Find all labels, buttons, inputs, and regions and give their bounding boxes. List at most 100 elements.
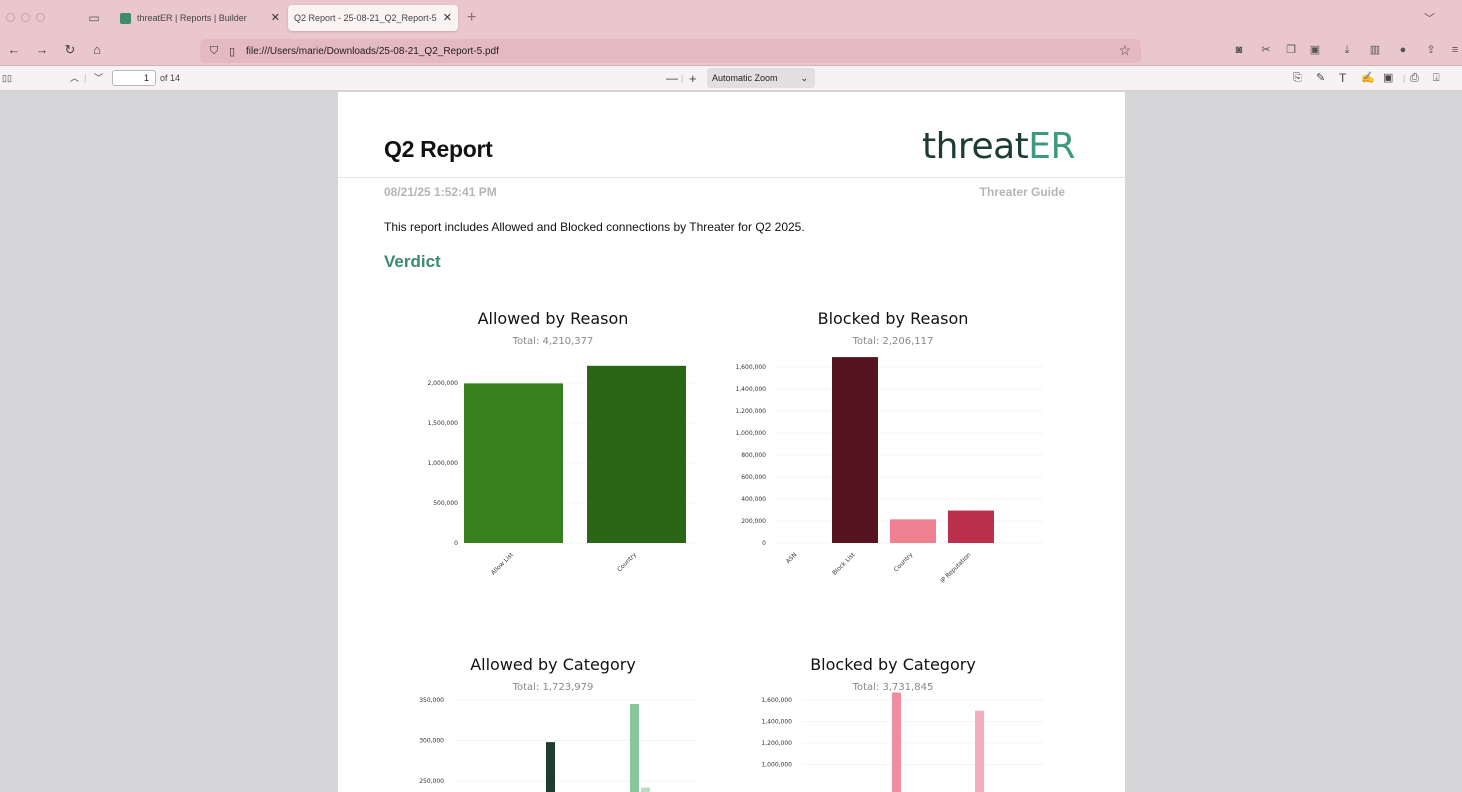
navigation-bar: ← → ↻ ⌂ ⛉ ▯ file:///Users/marie/Download…	[0, 36, 1462, 66]
bar	[832, 357, 878, 543]
chart-allowed-by-reason: Allowed by Reason Total: 4,210,377 0 500,00…	[388, 304, 718, 594]
y-tick-label: 200,000	[741, 518, 766, 525]
bar	[630, 704, 639, 792]
chart-svg: Blocked by Reason Total: 2,206,117 0 200,00…	[736, 309, 1044, 585]
extension-icon[interactable]: ▣	[1309, 44, 1321, 56]
draw-icon[interactable]: ✎	[1316, 72, 1326, 84]
y-tick-label: 1,000,000	[427, 460, 458, 467]
chart-svg: Allowed by Category Total: 1,723,979 250,0…	[419, 655, 696, 792]
bar	[464, 383, 563, 543]
reader-icon[interactable]: ▥	[1369, 44, 1381, 56]
report-timestamp: 08/21/25 1:52:41 PM	[384, 185, 497, 199]
cut-icon[interactable]: ✂	[1261, 44, 1271, 56]
sidebar-toggle-icon[interactable]: ▯▯	[2, 73, 12, 83]
page-number-input[interactable]: 1	[112, 70, 156, 86]
zoom-out-icon[interactable]: —	[666, 71, 678, 85]
y-tick-label: 2,000,000	[427, 380, 458, 387]
tab-title: Q2 Report - 25-08-21_Q2_Report-5	[294, 13, 437, 23]
zoom-select[interactable]: Automatic Zoom ⌄	[707, 68, 815, 88]
chart-allowed-by-category: Allowed by Category Total: 1,723,979 250,0…	[388, 650, 718, 792]
bar	[975, 710, 984, 792]
window-zoom-button[interactable]	[36, 13, 45, 22]
x-tick-label: Country	[893, 551, 915, 573]
tab-builder[interactable]: threatER | Reports | Builder ✕	[114, 5, 286, 31]
save-icon[interactable]: ⍗	[1433, 72, 1440, 84]
chart-svg: Allowed by Reason Total: 4,210,377 0 500,00…	[427, 309, 696, 577]
tab-report[interactable]: Q2 Report - 25-08-21_Q2_Report-5 ✕	[288, 5, 458, 31]
chart-total: Total: 4,210,377	[512, 336, 594, 347]
chart-svg: Blocked by Category Total: 3,731,845 1,000…	[761, 655, 1044, 792]
share-icon[interactable]: ⇪	[1426, 44, 1436, 56]
chart-title: Allowed by Category	[470, 655, 636, 674]
pdf-toolbar: ▯▯ ︿ | ﹀ 1 of 14 — | + Automatic Zoom ⌄ …	[0, 66, 1462, 91]
home-icon[interactable]: ⌂	[93, 42, 101, 57]
highlight-icon[interactable]: ⎘	[1293, 72, 1302, 84]
chevron-down-icon[interactable]: ﹀	[1424, 13, 1435, 25]
y-tick-label: 300,000	[419, 738, 444, 745]
bar	[948, 510, 994, 543]
close-tab-icon[interactable]: ✕	[442, 12, 452, 24]
file-icon: ▯	[228, 45, 236, 58]
y-tick-label: 350,000	[419, 697, 444, 704]
tab-list-icon[interactable]: ▭	[88, 11, 100, 25]
copy-icon[interactable]: ❐	[1286, 44, 1296, 56]
y-tick-label: 250,000	[419, 778, 444, 785]
y-tick-label: 0	[762, 540, 766, 547]
zoom-in-icon[interactable]: +	[689, 71, 697, 86]
y-tick-label: 1,000,000	[736, 430, 766, 437]
bar	[641, 787, 650, 792]
forward-arrow-icon[interactable]: →	[35, 42, 49, 57]
y-tick-label: 0	[454, 540, 458, 547]
header-divider	[338, 177, 1125, 178]
shield-icon[interactable]: ⛉	[209, 44, 219, 57]
y-tick-label: 1,500,000	[427, 420, 458, 427]
address-bar[interactable]: ⛉ ▯ file:///Users/marie/Downloads/25-08-…	[200, 39, 1141, 63]
text-icon[interactable]: T	[1339, 71, 1347, 85]
chart-title: Blocked by Category	[810, 655, 976, 674]
menu-icon[interactable]: ≡	[1451, 44, 1459, 56]
chart-total: Total: 3,731,845	[852, 682, 934, 693]
reload-icon[interactable]: ↻	[64, 42, 76, 57]
chart-blocked-by-reason: Blocked by Reason Total: 2,206,117 0 200,00…	[736, 304, 1066, 594]
url-text[interactable]: file:///Users/marie/Downloads/25-08-21_Q…	[246, 45, 499, 57]
logo-accent: ER	[1028, 126, 1076, 167]
x-tick-label: Block List	[831, 551, 857, 577]
signature-icon[interactable]: ✍	[1361, 72, 1375, 84]
prev-page-icon[interactable]: ︿	[70, 73, 80, 83]
profile-icon[interactable]: ●	[1399, 44, 1407, 56]
screenshot-icon[interactable]: ◙	[1235, 44, 1243, 56]
y-tick-label: 400,000	[741, 496, 766, 503]
x-tick-label: IP Reputation	[939, 551, 972, 584]
star-icon[interactable]: ☆	[1118, 42, 1131, 58]
x-tick-label: Country	[616, 551, 638, 573]
y-tick-label: 1,200,000	[761, 740, 792, 747]
y-tick-label: 1,400,000	[761, 719, 792, 726]
zoom-value: Automatic Zoom	[712, 73, 778, 83]
y-tick-label: 1,200,000	[736, 408, 766, 415]
tab-title: threatER | Reports | Builder	[137, 13, 247, 23]
chart-blocked-by-category: Blocked by Category Total: 3,731,845 1,000…	[736, 650, 1066, 792]
report-source: Threater Guide	[979, 185, 1065, 199]
separator: |	[1403, 73, 1406, 83]
logo-main: threat	[922, 126, 1029, 167]
bar	[587, 365, 686, 543]
chart-total: Total: 2,206,117	[852, 336, 934, 347]
favicon-icon	[120, 12, 131, 24]
print-icon[interactable]: ⎙	[1410, 72, 1419, 84]
download-icon[interactable]: ⤓	[1344, 44, 1350, 56]
x-tick-label: Allow List	[490, 551, 515, 576]
new-tab-button[interactable]: +	[467, 9, 477, 26]
back-arrow-icon[interactable]: ←	[7, 42, 21, 57]
y-tick-label: 1,000,000	[761, 762, 792, 769]
intro-text: This report includes Allowed and Blocked…	[384, 220, 805, 234]
image-icon[interactable]: ▣	[1383, 72, 1394, 84]
window-close-button[interactable]	[6, 13, 15, 22]
window-minimize-button[interactable]	[21, 13, 30, 22]
y-tick-label: 1,400,000	[736, 386, 766, 393]
next-page-icon[interactable]: ﹀	[94, 73, 104, 83]
y-tick-label: 600,000	[741, 474, 766, 481]
pdf-page: Q2 Report threatER 08/21/25 1:52:41 PM T…	[338, 92, 1125, 792]
chart-title: Allowed by Reason	[478, 309, 629, 328]
y-tick-label: 1,600,000	[736, 364, 766, 371]
close-tab-icon[interactable]: ✕	[270, 12, 280, 24]
